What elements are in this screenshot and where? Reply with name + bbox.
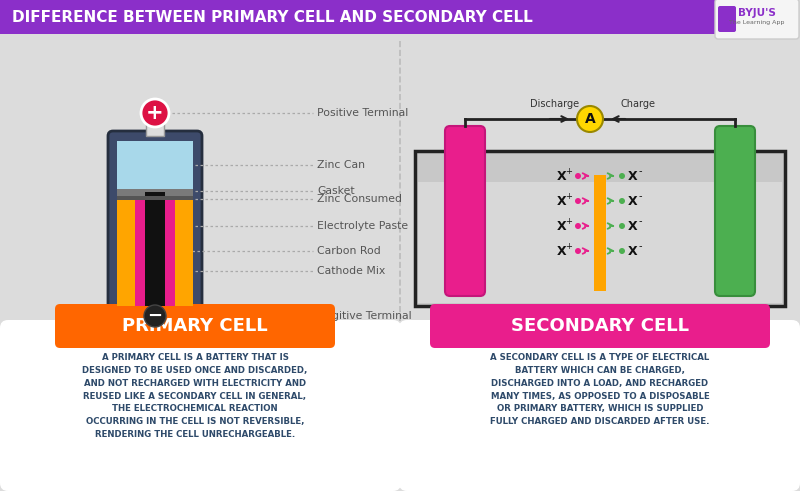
FancyBboxPatch shape xyxy=(715,0,799,39)
Text: Charge: Charge xyxy=(621,99,655,109)
Text: +: + xyxy=(566,166,573,175)
Circle shape xyxy=(619,198,625,204)
Bar xyxy=(117,141,193,189)
Bar xyxy=(135,197,145,306)
Bar xyxy=(117,189,193,196)
Text: X: X xyxy=(628,194,638,208)
Text: Anode: Anode xyxy=(446,311,484,321)
Polygon shape xyxy=(0,0,745,34)
Text: +: + xyxy=(566,191,573,200)
Text: X: X xyxy=(557,194,567,208)
Bar xyxy=(117,196,193,200)
Text: BYJU'S: BYJU'S xyxy=(738,8,776,18)
Text: Zinc Consumed: Zinc Consumed xyxy=(317,194,402,204)
Bar xyxy=(145,192,165,306)
Circle shape xyxy=(141,99,169,127)
Bar xyxy=(146,120,164,136)
Text: X: X xyxy=(628,245,638,257)
FancyBboxPatch shape xyxy=(718,6,736,32)
Text: -: - xyxy=(638,216,642,226)
FancyBboxPatch shape xyxy=(108,131,202,316)
Text: Positive Terminal: Positive Terminal xyxy=(317,108,408,118)
Text: X: X xyxy=(557,169,567,183)
Text: -: - xyxy=(638,241,642,251)
Text: −: − xyxy=(147,307,162,325)
FancyBboxPatch shape xyxy=(445,126,485,296)
Text: A SECONDARY CELL IS A TYPE OF ELECTRICAL
BATTERY WHICH CAN BE CHARGED,
DISCHARGE: A SECONDARY CELL IS A TYPE OF ELECTRICAL… xyxy=(490,353,710,426)
Bar xyxy=(594,175,606,291)
Text: +: + xyxy=(566,217,573,225)
Text: DIFFERENCE BETWEEN PRIMARY CELL AND SECONDARY CELL: DIFFERENCE BETWEEN PRIMARY CELL AND SECO… xyxy=(12,9,533,25)
Circle shape xyxy=(619,248,625,254)
Circle shape xyxy=(575,223,581,229)
Text: X: X xyxy=(628,219,638,233)
Circle shape xyxy=(575,173,581,179)
Text: Negitive Terminal: Negitive Terminal xyxy=(317,311,412,321)
Text: -: - xyxy=(638,191,642,201)
Circle shape xyxy=(619,173,625,179)
Text: +: + xyxy=(566,242,573,250)
Text: Separator: Separator xyxy=(578,308,622,317)
Text: Cathode Mix: Cathode Mix xyxy=(317,266,386,276)
Text: X: X xyxy=(628,169,638,183)
FancyBboxPatch shape xyxy=(55,304,335,348)
Bar xyxy=(415,151,785,306)
Text: X: X xyxy=(557,219,567,233)
Text: +: + xyxy=(146,103,164,123)
Circle shape xyxy=(619,223,625,229)
Text: Carbon Rod: Carbon Rod xyxy=(317,246,381,256)
FancyBboxPatch shape xyxy=(0,320,401,491)
Text: Electrolyte Paste: Electrolyte Paste xyxy=(317,221,408,231)
Circle shape xyxy=(575,198,581,204)
Text: Discharge: Discharge xyxy=(530,99,579,109)
Text: Electrolyte: Electrolyte xyxy=(579,316,621,325)
Text: The Learning App: The Learning App xyxy=(730,20,785,25)
Bar xyxy=(418,182,782,303)
Text: A: A xyxy=(585,112,595,126)
Circle shape xyxy=(575,248,581,254)
Circle shape xyxy=(577,106,603,132)
Bar xyxy=(175,197,193,306)
FancyBboxPatch shape xyxy=(430,304,770,348)
Text: Cathode: Cathode xyxy=(710,311,759,321)
Text: -: - xyxy=(638,166,642,176)
Circle shape xyxy=(144,305,166,327)
Text: SECONDARY CELL: SECONDARY CELL xyxy=(511,317,689,335)
FancyBboxPatch shape xyxy=(715,126,755,296)
Bar xyxy=(117,197,135,306)
Text: A PRIMARY CELL IS A BATTERY THAT IS
DESIGNED TO BE USED ONCE AND DISCARDED,
AND : A PRIMARY CELL IS A BATTERY THAT IS DESI… xyxy=(82,353,308,439)
Text: X: X xyxy=(557,245,567,257)
Bar xyxy=(165,197,175,306)
Text: PRIMARY CELL: PRIMARY CELL xyxy=(122,317,268,335)
Text: Gasket: Gasket xyxy=(317,186,354,196)
Text: Zinc Can: Zinc Can xyxy=(317,160,365,170)
FancyBboxPatch shape xyxy=(399,320,800,491)
